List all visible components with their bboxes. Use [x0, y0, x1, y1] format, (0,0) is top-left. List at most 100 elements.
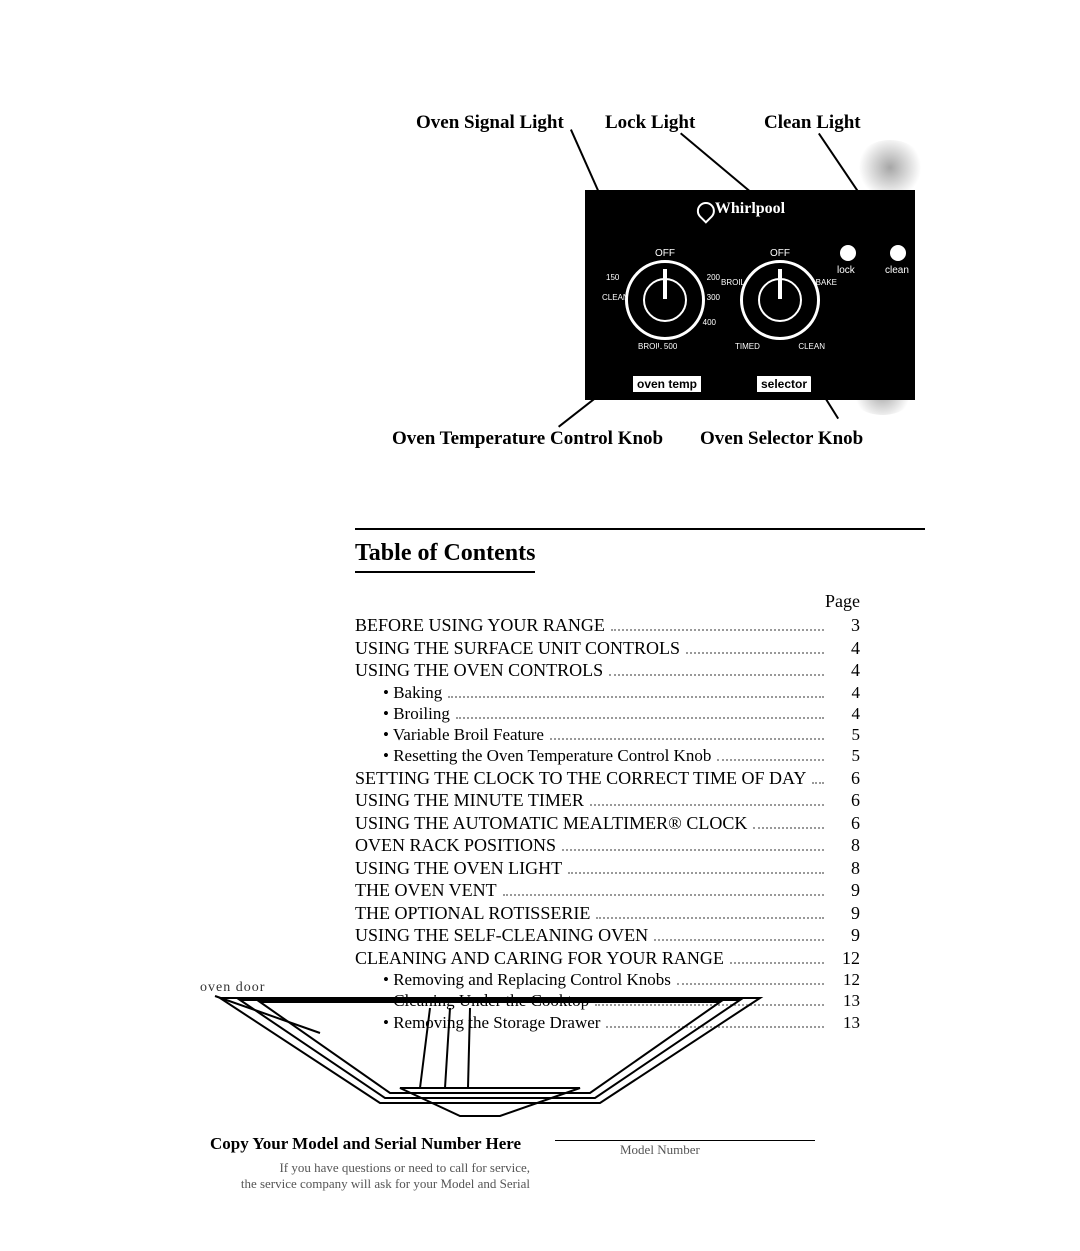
scan-artifact	[855, 140, 925, 195]
toc-dot-leader	[562, 849, 824, 851]
toc-entry: CLEANING AND CARING FOR YOUR RANGE 12	[355, 947, 860, 970]
toc-dot-leader	[677, 983, 824, 985]
toc-entry-page: 12	[830, 947, 860, 970]
knob-inner	[758, 278, 802, 322]
toc-dot-leader	[590, 804, 824, 806]
toc-page-header: Page	[355, 591, 860, 612]
footer-heading: Copy Your Model and Serial Number Here	[210, 1134, 521, 1154]
toc-rule	[355, 528, 925, 530]
knob-marking: CLEAN	[798, 342, 825, 351]
toc-entry-page: 9	[830, 924, 860, 947]
toc-entry-text: USING THE AUTOMATIC MEALTIMER® CLOCK	[355, 812, 747, 835]
toc-dot-leader	[456, 717, 824, 719]
toc-dot-leader	[503, 894, 824, 896]
toc-dot-leader	[550, 738, 824, 740]
toc-entry-text: USING THE MINUTE TIMER	[355, 789, 584, 812]
footer-service-text: If you have questions or need to call fo…	[240, 1160, 530, 1192]
toc-entry-page: 4	[830, 637, 860, 660]
table-of-contents: Table of Contents Page BEFORE USING YOUR…	[355, 528, 860, 1033]
label-oven-selector-knob: Oven Selector Knob	[700, 428, 863, 450]
toc-entry: USING THE MINUTE TIMER 6	[355, 789, 860, 812]
toc-entry: THE OPTIONAL ROTISSERIE 9	[355, 902, 860, 925]
toc-entry-page: 5	[830, 745, 860, 766]
lock-light-indicator	[840, 245, 856, 261]
toc-entry: USING THE SELF-CLEANING OVEN 9	[355, 924, 860, 947]
toc-dot-leader	[717, 759, 824, 761]
toc-entry-page: 6	[830, 767, 860, 790]
oven-selector-knob: OFF BROIL BAKE TIMED CLEAN	[740, 260, 820, 340]
model-number-label: Model Number	[620, 1142, 700, 1158]
toc-entry-page: 8	[830, 834, 860, 857]
toc-entry-text: USING THE SURFACE UNIT CONTROLS	[355, 637, 680, 660]
knob-marking: 200	[707, 273, 720, 282]
toc-dot-leader	[730, 962, 824, 964]
oven-door-label: oven door	[200, 980, 265, 996]
knob-marking: CLEAN	[602, 293, 629, 302]
toc-entry-page: 9	[830, 879, 860, 902]
toc-entry: THE OVEN VENT9	[355, 879, 860, 902]
toc-entry-text: BEFORE USING YOUR RANGE	[355, 614, 605, 637]
knob-marking: 400	[703, 318, 716, 327]
footer-line2: the service company will ask for your Mo…	[241, 1176, 530, 1191]
toc-entry-page: 4	[830, 659, 860, 682]
toc-entry: Broiling 4	[355, 703, 860, 724]
toc-entry: SETTING THE CLOCK TO THE CORRECT TIME OF…	[355, 767, 860, 790]
panel-selector-label: selector	[757, 376, 811, 392]
model-number-line	[555, 1140, 815, 1141]
knob-off-label: OFF	[770, 248, 790, 259]
toc-entry-text: THE OPTIONAL ROTISSERIE	[355, 902, 590, 925]
toc-entry-text: Variable Broil Feature	[383, 724, 544, 745]
toc-entry-page: 6	[830, 812, 860, 835]
toc-entry-text: SETTING THE CLOCK TO THE CORRECT TIME OF…	[355, 767, 806, 790]
toc-dot-leader	[609, 674, 824, 676]
toc-entry: Baking 4	[355, 682, 860, 703]
toc-entry-page: 9	[830, 902, 860, 925]
brand-logo: Whirlpool	[715, 200, 785, 218]
knob-off-label: OFF	[655, 248, 675, 259]
toc-dot-leader	[753, 827, 824, 829]
toc-entry-page: 6	[830, 789, 860, 812]
toc-entry-page: 5	[830, 724, 860, 745]
toc-entry-page: 4	[830, 682, 860, 703]
footer-line1: If you have questions or need to call fo…	[279, 1160, 530, 1175]
knob-marking: 150	[606, 273, 619, 282]
oven-door-illustration	[200, 988, 770, 1118]
toc-entry-text: USING THE OVEN CONTROLS	[355, 659, 603, 682]
toc-entry-text: USING THE OVEN LIGHT	[355, 857, 562, 880]
knob-marking: TIMED	[735, 342, 760, 351]
knob-marking: BROIL	[721, 278, 745, 287]
toc-entry: Variable Broil Feature 5	[355, 724, 860, 745]
toc-entry-page: 3	[830, 614, 860, 637]
knob-inner	[643, 278, 687, 322]
label-lock-light: Lock Light	[605, 112, 695, 134]
toc-dot-leader	[686, 652, 824, 654]
toc-entry: USING THE AUTOMATIC MEALTIMER® CLOCK 6	[355, 812, 860, 835]
page: Oven Signal Light Lock Light Clean Light…	[0, 0, 1080, 1251]
toc-entry-page: 4	[830, 703, 860, 724]
toc-entry: USING THE SURFACE UNIT CONTROLS 4	[355, 637, 860, 660]
toc-entry-text: USING THE SELF-CLEANING OVEN	[355, 924, 648, 947]
toc-entry-text: Baking	[383, 682, 442, 703]
toc-dot-leader	[596, 917, 824, 919]
toc-entry-text: Broiling	[383, 703, 450, 724]
clean-light-label: clean	[885, 265, 909, 276]
knob-marking: 300	[707, 293, 720, 302]
toc-entry: BEFORE USING YOUR RANGE 3	[355, 614, 860, 637]
toc-entry-text: CLEANING AND CARING FOR YOUR RANGE	[355, 947, 724, 970]
lock-light-label: lock	[837, 265, 855, 276]
toc-dot-leader	[812, 782, 824, 784]
panel-temp-label: oven temp	[633, 376, 701, 392]
toc-dot-leader	[654, 939, 824, 941]
knob-marking: BAKE	[816, 278, 837, 287]
toc-entry-page: 13	[830, 1012, 860, 1033]
toc-dot-leader	[611, 629, 824, 631]
toc-entry-text: OVEN RACK POSITIONS	[355, 834, 556, 857]
toc-entry-text: Resetting the Oven Temperature Control K…	[383, 745, 711, 766]
label-clean-light: Clean Light	[764, 112, 861, 134]
oven-temp-knob: OFF 150 CLEAN 200 300 400 BROIL 500	[625, 260, 705, 340]
toc-entry-page: 13	[830, 990, 860, 1011]
label-oven-signal-light: Oven Signal Light	[416, 112, 564, 134]
toc-entry: Resetting the Oven Temperature Control K…	[355, 745, 860, 766]
toc-list: BEFORE USING YOUR RANGE3USING THE SURFAC…	[355, 614, 860, 1033]
toc-entry-page: 8	[830, 857, 860, 880]
